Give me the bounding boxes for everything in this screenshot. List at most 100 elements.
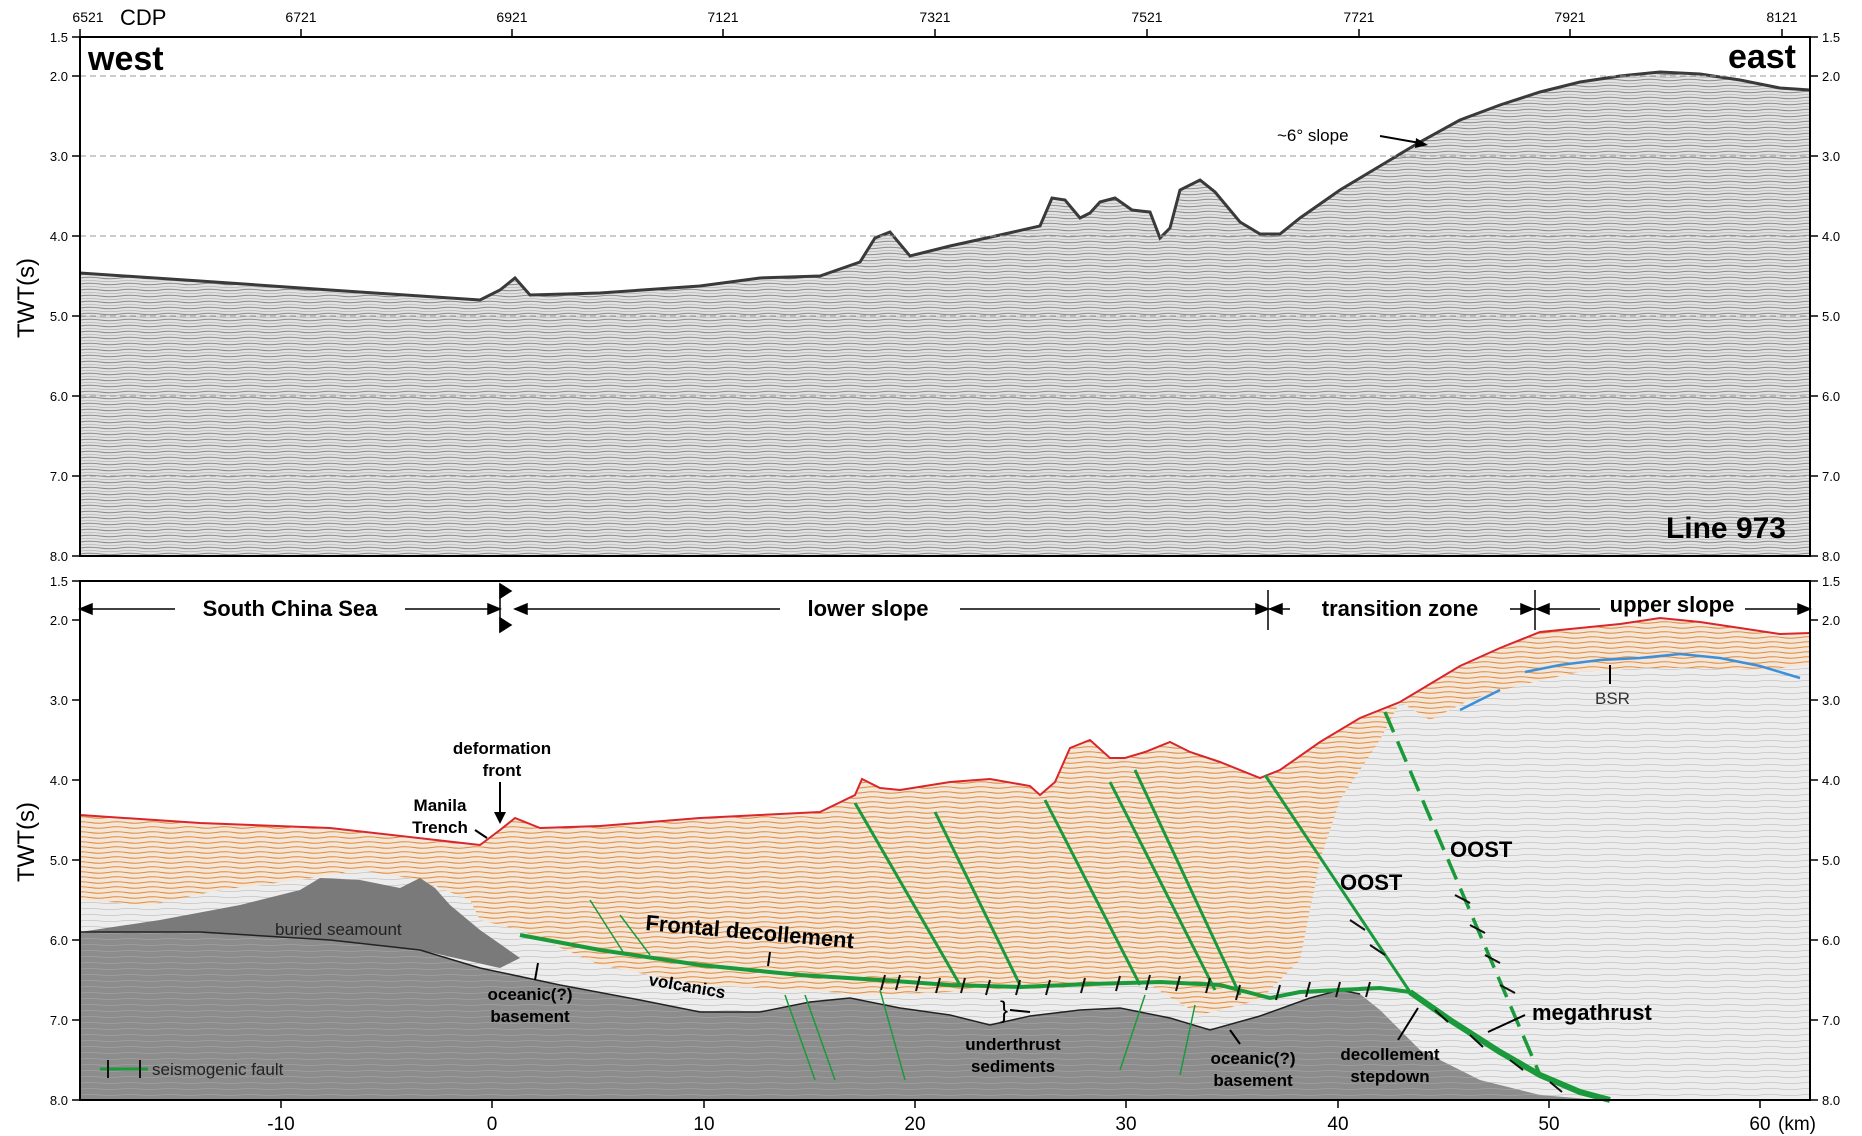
cdp-tick: 7321 [919,9,950,25]
oceanic-basement-arrow-2 [1229,1029,1241,1045]
bottom-y-tick: 1.5 [50,574,68,589]
basement [80,932,1600,1100]
basement-faults [589,899,1196,1081]
cdp-tick: 7521 [1131,9,1162,25]
basement-top-line [80,931,1361,1031]
zone-transition: transition zone [1322,596,1478,621]
top-y-tick-right: 5.0 [1822,309,1840,324]
top-cdp-tickmarks [79,29,1783,37]
thrust-faults [853,769,1412,996]
slope-arrow [1379,135,1428,148]
seismogenic-markers [880,894,1563,1093]
bsr-label: BSR [1595,689,1630,708]
cdp-tick: 7721 [1343,9,1374,25]
oceanic-basement-label-1: oceanic(?) [487,985,572,1004]
buried-seamount [80,878,520,968]
zone-upper-slope: upper slope [1610,592,1735,617]
bottom-y-tick: 3.0 [50,693,68,708]
slope-annotation: ~6° slope [1277,126,1349,145]
legend-seismogenic-label: seismogenic fault [152,1060,284,1079]
cdp-tick: 6721 [285,9,316,25]
decollement-stepdown-label: decollement [1340,1045,1440,1064]
km-unit: (km) [1778,1114,1816,1135]
top-y-tick-right: 7.0 [1822,469,1840,484]
bottom-panel: South China Sea lower slope transition z… [13,574,1840,1135]
top-y-tick-right: 2.0 [1822,69,1840,84]
top-gridlines [80,75,1810,477]
top-y-tick-right: 8.0 [1822,549,1840,564]
deformation-front-arrowhead [494,812,506,824]
km-tick: 10 [693,1114,714,1135]
cdp-tick: 7121 [707,9,738,25]
km-tick: 30 [1115,1114,1136,1135]
megathrust-arrow [1487,1014,1526,1033]
km-tick: 50 [1538,1114,1559,1135]
oost-label-1: OOST [1340,870,1403,895]
top-y-tick: 5.0 [50,309,68,324]
buried-seamount-label: buried seamount [275,920,402,939]
oceanic-basement-arrow-1 [534,962,539,981]
bottom-y-tick: 6.0 [50,933,68,948]
oceanic-basement-label-1b: basement [490,1007,570,1026]
cdp-tick: 8121 [1766,9,1797,25]
bottom-y-tickmarks [72,580,1818,1101]
oceanic-basement-label-2: oceanic(?) [1210,1049,1295,1068]
bottom-plot-frame [79,580,1811,1101]
top-y-tick-right: 1.5 [1822,30,1840,45]
top-seafloor-reflector [79,70,1811,302]
oost-label-2: OOST [1450,837,1513,862]
bottom-y-tick-right: 3.0 [1822,693,1840,708]
top-plot-frame [79,36,1811,557]
bottom-y-tick: 4.0 [50,773,68,788]
bottom-y-tick: 8.0 [50,1093,68,1108]
megathrust-line [1408,989,1611,1103]
top-y-tick-right: 6.0 [1822,389,1840,404]
zone-south-china-sea: South China Sea [203,596,379,621]
top-y-tick: 6.0 [50,389,68,404]
deformation-front-label-2: front [483,761,522,780]
oost-dashed-fault [1383,711,1542,1076]
deformation-front-label: deformation [453,739,551,758]
km-tick: 0 [487,1114,498,1135]
oceanic-basement-label-2b: basement [1213,1071,1293,1090]
bottom-x-tickmarks [280,1100,1761,1108]
underthrust-arrow [1009,1009,1031,1013]
km-tick: 40 [1327,1114,1348,1135]
manila-trench-arrow [474,829,488,839]
decollement-stepdown-label-2: stepdown [1350,1067,1429,1086]
legend: seismogenic fault [100,1060,284,1079]
top-y-tick: 8.0 [50,549,68,564]
cdp-tick: 6521 [72,9,103,25]
top-y-axis-label: TWT(s) [13,258,40,338]
manila-trench-label-2: Trench [412,818,468,837]
megathrust-label: megathrust [1532,1000,1652,1025]
frontal-decollement-line [519,933,1411,1001]
top-seismic-body [80,72,1810,556]
bottom-y-tick-right: 6.0 [1822,933,1840,948]
bottom-y-tick: 2.0 [50,613,68,628]
top-y-tick: 3.0 [50,149,68,164]
line-label: Line 973 [1666,512,1786,545]
seafloor-line [79,616,1811,847]
zone-header [78,582,1812,634]
bottom-y-tick-right: 2.0 [1822,613,1840,628]
top-y-tick: 2.0 [50,69,68,84]
bottom-y-tick-right: 7.0 [1822,1013,1840,1028]
zone-lower-slope: lower slope [807,596,928,621]
upper-slope-sediment [1400,618,1810,720]
bottom-y-axis-label: TWT(s) [13,802,40,882]
km-tick: 60 [1749,1114,1770,1135]
bottom-y-tick-right: 1.5 [1822,574,1840,589]
top-y-tick: 7.0 [50,469,68,484]
top-y-tickmarks [72,36,1818,557]
underthrust-sediments-label-2: sediments [971,1057,1055,1076]
cdp-tick: 6921 [496,9,527,25]
cdp-axis-label: CDP [120,5,166,30]
top-panel: 6521 CDP 6721 6921 7121 7321 7521 7721 7… [13,5,1840,564]
stepdown-arrow [1397,1007,1419,1041]
cdp-tick: 7921 [1554,9,1585,25]
bottom-y-tick-right: 4.0 [1822,773,1840,788]
frontal-decollement-arrow [767,951,771,967]
manila-trench-label: Manila [414,796,467,815]
